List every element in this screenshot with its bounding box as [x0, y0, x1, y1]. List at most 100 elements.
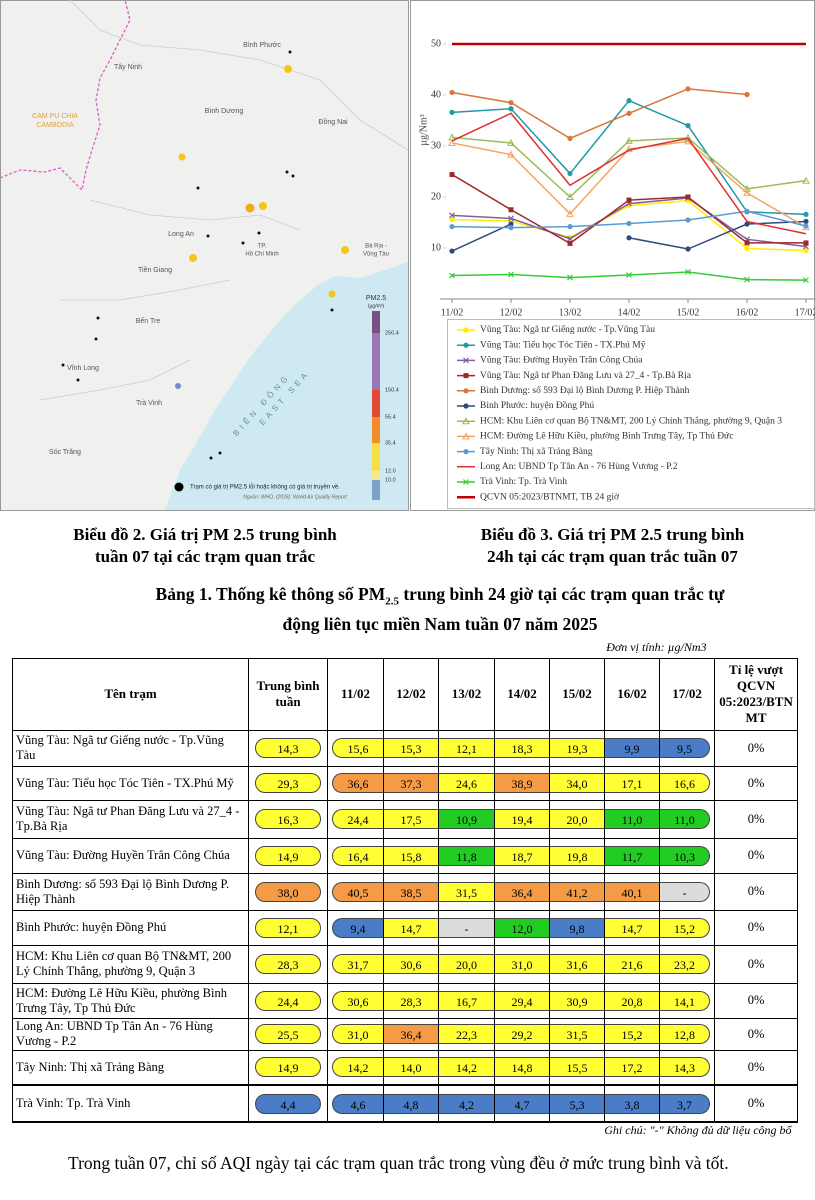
point	[567, 235, 573, 242]
value-pill: 17,5	[384, 809, 438, 829]
point	[802, 176, 810, 184]
value-pill: 31,5	[550, 1024, 604, 1044]
legend-marker	[462, 432, 470, 440]
value-cell: 3,7	[658, 1084, 716, 1123]
value-cell: 40,5	[327, 872, 384, 911]
map-note: Trạm có giá trị PM2.5 lỗi hoặc không có …	[190, 484, 340, 491]
value-cell: 31,5	[438, 872, 495, 911]
point	[449, 89, 455, 96]
value-pill: 15,6	[332, 738, 383, 758]
value-cell: 9,4	[327, 909, 384, 946]
value-pill: 29,2	[495, 1024, 549, 1044]
place: Vĩnh Long	[67, 365, 99, 372]
place: Đồng Nai	[318, 117, 348, 126]
value-pill: 25,5	[255, 1024, 321, 1044]
title-text: động liên tục miền Nam tuần 07 năm 2025	[282, 613, 598, 634]
table-row: Bình Dương: số 593 Đại lộ Bình Dương P. …	[12, 872, 799, 911]
ratio-cell: 0%	[714, 1049, 799, 1086]
sea	[165, 262, 408, 510]
point	[685, 246, 691, 252]
value-pill: 9,8	[550, 917, 604, 938]
value-pill: 12,0	[495, 917, 549, 938]
value-pill: 24,4	[332, 809, 383, 829]
value-pill: -	[660, 881, 711, 902]
ratio-cell: 0%	[714, 837, 799, 874]
value-cell: 29,2	[494, 1017, 550, 1051]
value-pill: 4,8	[384, 1093, 438, 1114]
place: Trà Vinh	[136, 400, 162, 407]
value-pill: 9,9	[605, 738, 659, 758]
ratio-cell: 0%	[714, 1017, 799, 1051]
point	[685, 269, 691, 275]
province-line	[69, 0, 409, 151]
point	[508, 100, 514, 106]
note-empty	[714, 638, 798, 659]
ratio-cell: 0%	[714, 944, 799, 984]
value-cell: 10,9	[438, 799, 495, 839]
value-pill: 14,2	[332, 1057, 383, 1078]
ratio-cell: 0%	[714, 982, 799, 1019]
point	[625, 145, 633, 153]
table-row: Vũng Tàu: Tiểu học Tóc Tiên - TX.Phú Mỹ 2…	[12, 765, 799, 801]
table-row: Bình Phước: huyện Đồng Phú 12,1 9,4 14,7-12…	[12, 909, 799, 946]
point	[744, 240, 750, 246]
point	[626, 110, 632, 116]
legend-label: Vũng Tàu: Tiểu học Tóc Tiên - TX.Phú Mỹ	[480, 339, 646, 350]
station-name: Vũng Tàu: Đường Huyền Trân Công Chúa	[12, 837, 249, 874]
value-pill: 5,3	[550, 1093, 604, 1114]
x-tick-label: 11/02	[441, 307, 463, 318]
station	[245, 203, 255, 213]
station	[178, 153, 186, 161]
point	[685, 194, 691, 200]
value-pill: 16,6	[660, 773, 711, 793]
value-pill: 29,4	[495, 990, 549, 1011]
place: Sóc Trăng	[49, 449, 81, 456]
legend-marker	[463, 327, 469, 333]
value-pill: 14,7	[605, 917, 659, 938]
value-cell: 9,8	[549, 909, 605, 946]
data-table: Đơn vị tính: µg/Nm3 Tên trạm Trung bình tu…	[12, 638, 799, 1138]
value-cell: 38,5	[383, 872, 439, 911]
point	[567, 170, 573, 177]
value-cell: 18,7	[494, 837, 550, 874]
value-pill: 36,6	[332, 773, 383, 793]
value-pill: 28,3	[255, 954, 321, 974]
legend-unit: (µg/m³)	[368, 303, 385, 309]
header-cell: 11/02	[327, 657, 384, 731]
footnote-row: Ghi chú: "-" Không đủ dữ liệu công bố	[13, 1122, 798, 1138]
legend-marker	[463, 357, 469, 364]
table-title: Bảng 1. Thống kê thông số PM2.5 trung bì…	[60, 583, 815, 635]
value-cell: 24,6	[438, 765, 495, 801]
value-cell: 14,9	[248, 837, 328, 874]
value-cell: 40,1	[604, 872, 660, 911]
value-cell: 31,0	[494, 944, 550, 984]
point	[567, 240, 573, 246]
legend-label: Vũng Tàu: Ngã tư Giếng nước - Tp.Vũng Tà…	[480, 324, 655, 335]
place: Bến Tre	[136, 316, 161, 325]
point	[567, 223, 573, 230]
header-cell: 16/02	[604, 657, 660, 731]
value-cell: 10,3	[658, 837, 716, 874]
value-cell: 19,8	[549, 837, 605, 874]
ratio-cell: 0%	[714, 872, 799, 911]
value-cell: 22,3	[438, 1017, 495, 1051]
value-cell: 24,4	[327, 799, 384, 839]
header-cell: Trung bình tuần	[248, 657, 328, 731]
point	[803, 240, 809, 246]
value-pill: 31,7	[332, 954, 383, 974]
legend-marker	[463, 403, 469, 409]
map-legend: PM2.5 (µg/m³) 250.4 150.4 55.4 35.4 12.0…	[174, 295, 399, 500]
point	[449, 212, 455, 219]
point	[508, 271, 514, 278]
table-row: Vũng Tàu: Ngã tư Phan Đăng Lưu và 27_4 -…	[12, 799, 799, 839]
value-pill: 15,8	[384, 845, 438, 866]
value-pill: 9,5	[660, 738, 711, 758]
value-cell: 12,1	[438, 729, 495, 767]
value-cell: 36,4	[383, 1017, 439, 1051]
value-pill: 19,8	[550, 845, 604, 866]
series-line	[451, 88, 748, 140]
value-cell: 16,6	[658, 765, 716, 801]
legend-label: Bình Dương: số 593 Đại lộ Bình Dương P. …	[480, 385, 690, 396]
legend-tick: 150.4	[385, 387, 399, 393]
